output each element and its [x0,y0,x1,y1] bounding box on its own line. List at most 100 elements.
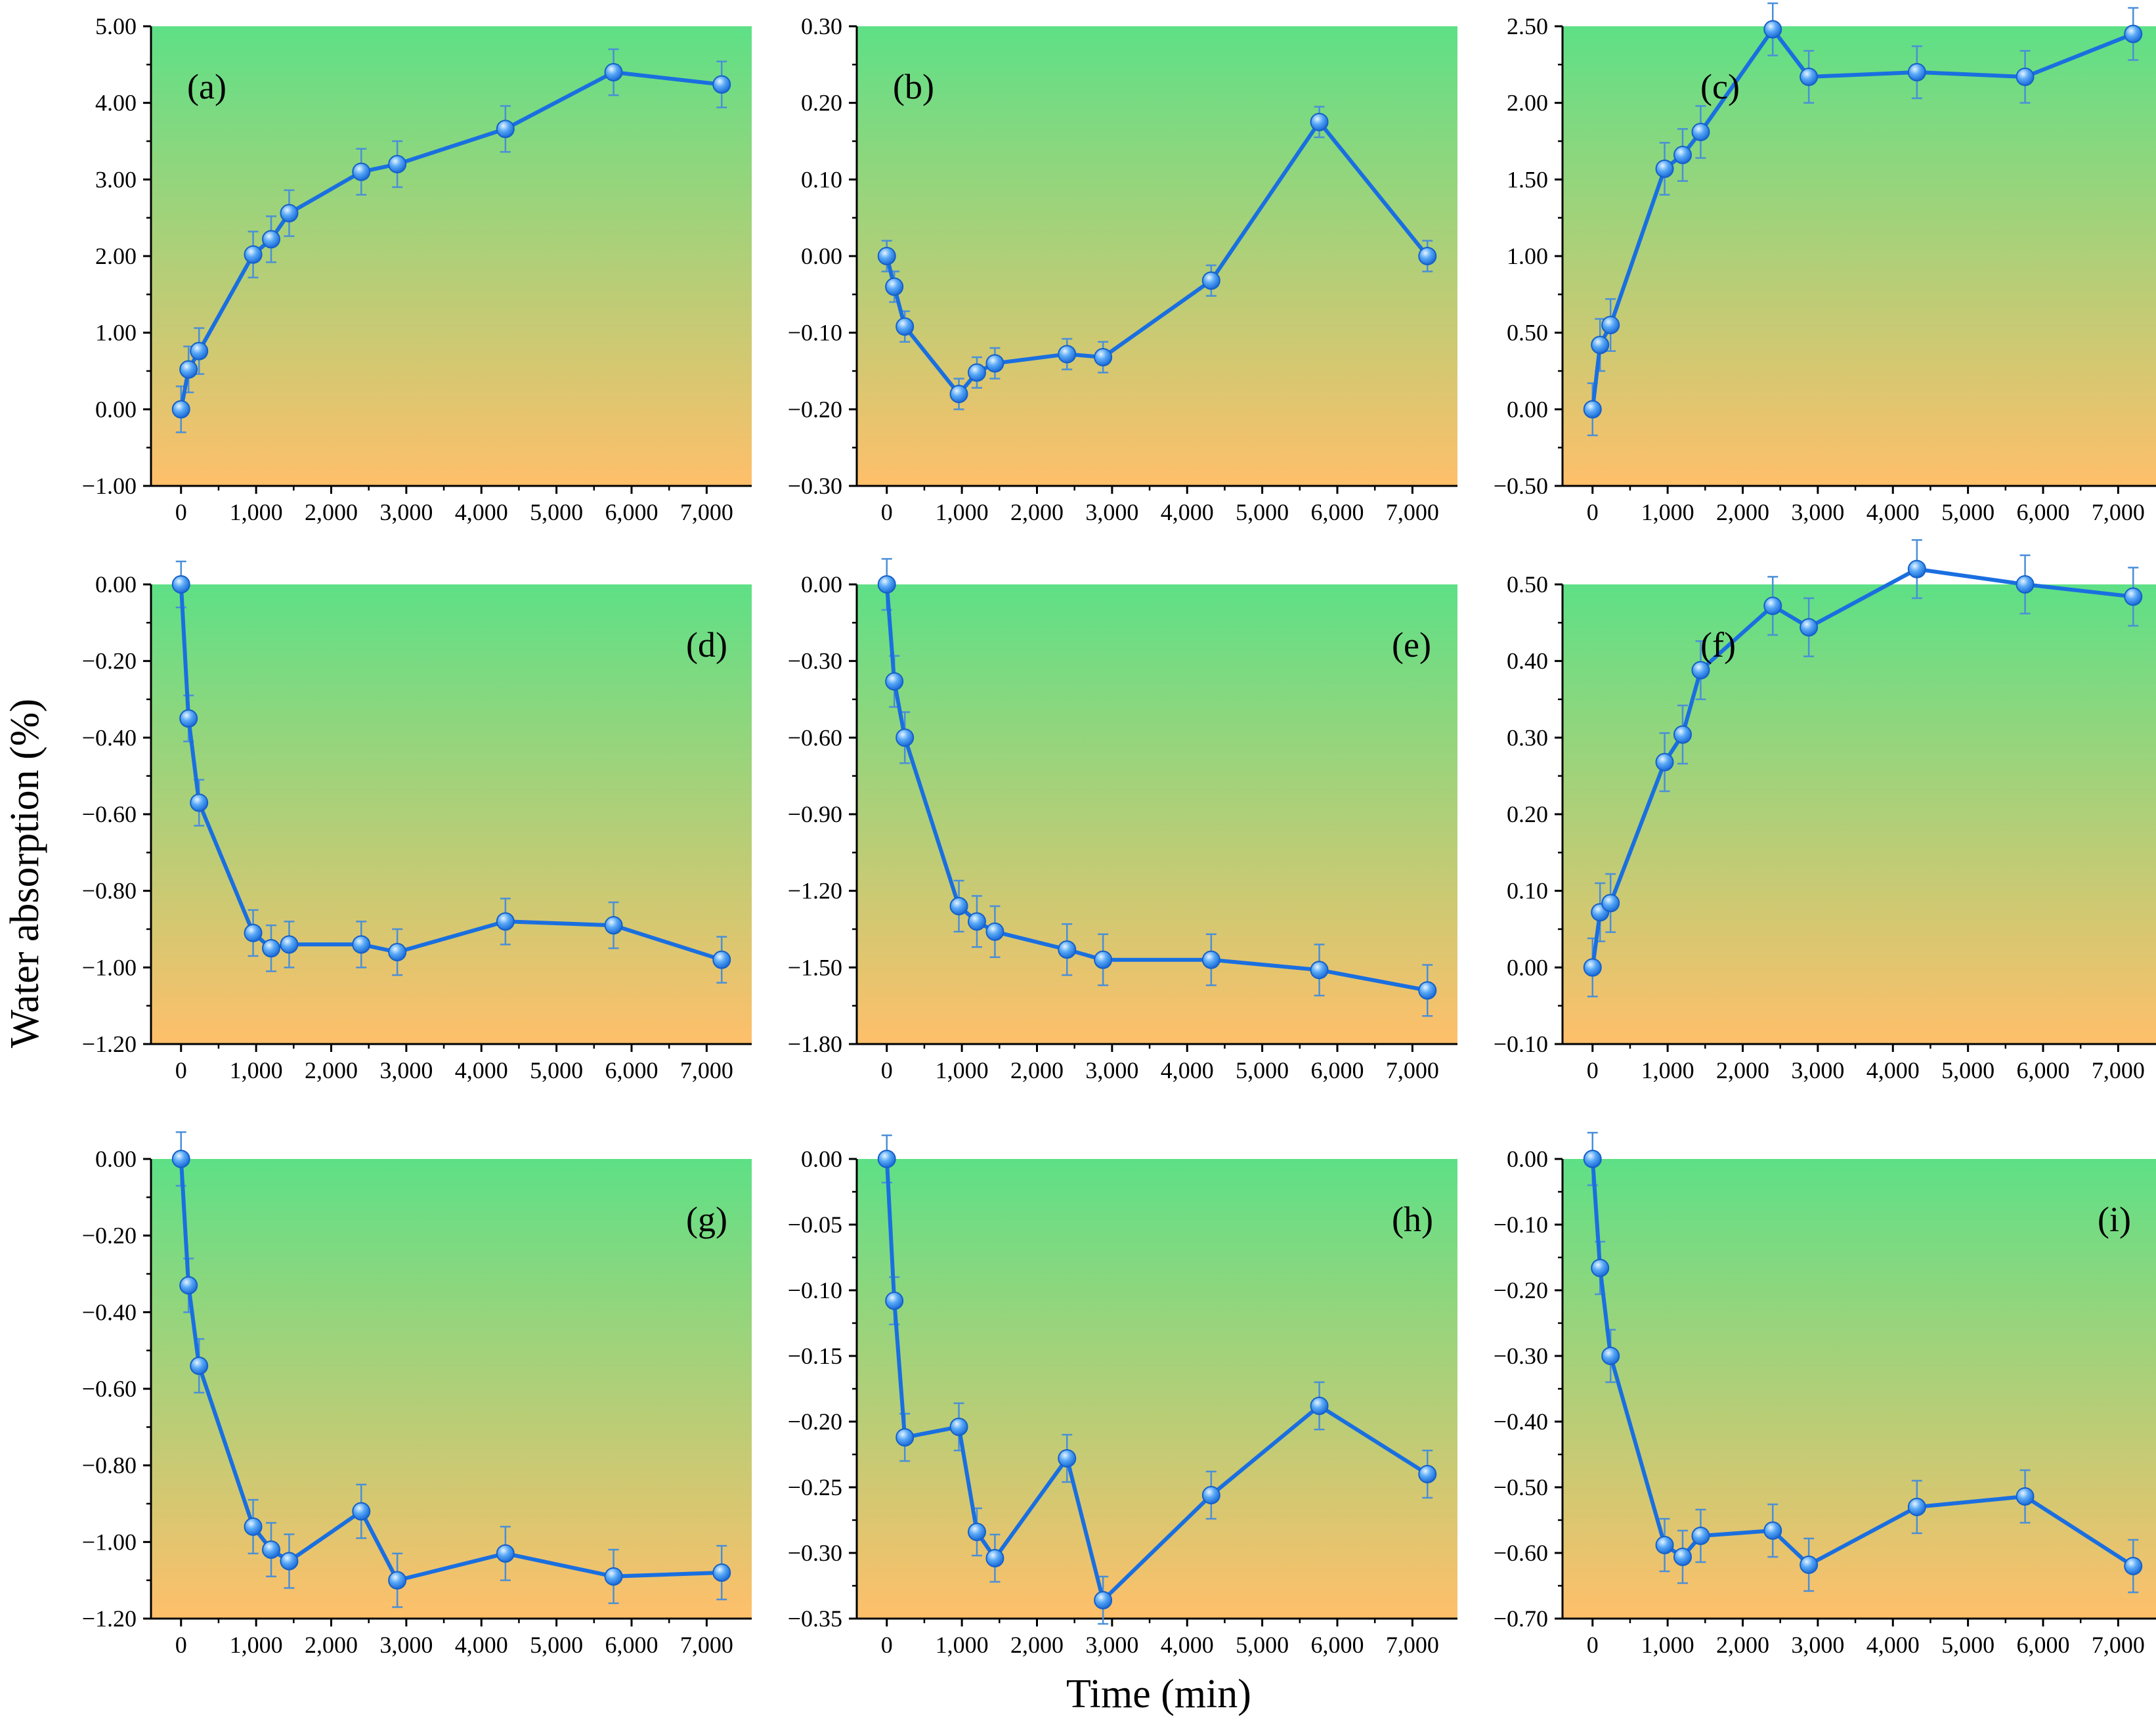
data-point [190,341,209,360]
x-tick-label: 2,000 [1010,1057,1064,1083]
data-point [496,120,515,139]
data-point [1310,112,1329,131]
y-tick-label: −0.20 [788,396,842,422]
x-tick-label: 1,000 [1641,499,1694,525]
data-point [190,793,209,812]
y-tick-label: 5.00 [95,13,137,39]
data-point [2016,1487,2035,1506]
data-point [352,162,371,181]
x-tick-label: 4,000 [1161,1632,1214,1658]
data-point [1310,961,1329,980]
y-tick-label: 0.50 [1507,320,1548,346]
x-tick-label: 7,000 [680,1057,733,1083]
data-point [985,922,1004,941]
x-tick-label: 1,000 [230,499,283,525]
panel-e-background [857,584,1457,1044]
x-tick-label: 6,000 [1311,1057,1364,1083]
data-point [1601,1347,1620,1365]
y-tick-label: 1.00 [1507,243,1548,269]
data-point [1673,1548,1692,1566]
data-point [2124,1557,2143,1575]
x-tick-label: 0 [1587,1632,1599,1658]
x-tick-label: 6,000 [1311,499,1364,525]
y-tick-label: 2.00 [95,243,137,269]
data-point [1058,345,1077,364]
data-point [1094,950,1113,969]
data-point [1418,981,1437,1000]
y-tick-label: −0.60 [788,724,842,751]
data-point [895,728,915,747]
panel-label: (d) [686,625,727,665]
x-tick-label: 5,000 [530,499,583,525]
y-tick-label: −0.70 [1494,1605,1548,1632]
data-point [1418,247,1437,265]
x-tick-label: 1,000 [230,1057,283,1083]
x-tick-label: 4,000 [1161,499,1214,525]
data-point [1094,1591,1113,1609]
y-tick-label: −0.30 [788,648,842,674]
x-tick-label: 7,000 [680,499,733,525]
x-tick-label: 3,000 [1085,1632,1138,1658]
data-point [1601,894,1620,913]
panel-f: −0.10 0.00 0.10 0.20 0.30 0.40 0.50 0 1,000 2,000… [1494,539,2156,1083]
x-tick-label: 4,000 [455,1632,508,1658]
data-point [968,912,986,931]
panel-label: (g) [686,1200,727,1239]
x-tick-label: 6,000 [605,499,658,525]
panel-g: −1.20 −1.00 −0.80 −0.60 −0.40 −0.20 0.00 0 1,000… [82,1131,752,1658]
data-point [1691,661,1710,680]
y-tick-label: −0.80 [82,878,137,904]
y-axis-title: Water absorption (%) [3,699,47,1048]
data-point [1058,940,1077,959]
y-tick-label: −1.80 [788,1031,842,1057]
x-tick-label: 4,000 [1866,1632,1920,1658]
x-tick-label: 5,000 [1236,1632,1289,1658]
data-point [949,1418,968,1436]
x-tick-label: 3,000 [379,499,433,525]
data-point [244,923,263,942]
data-point [1601,316,1620,334]
panel-a-background [151,26,752,486]
y-tick-label: −0.20 [82,1223,137,1249]
y-tick-label: −0.60 [82,801,137,827]
data-point [1094,348,1113,366]
x-tick-label: 3,000 [1791,1632,1844,1658]
data-point [1691,1527,1710,1545]
x-tick-label: 5,000 [1236,1057,1289,1083]
x-tick-label: 0 [175,499,187,525]
x-tick-label: 1,000 [230,1632,283,1658]
data-point [179,360,198,379]
panel-d-background [151,584,752,1044]
x-tick-label: 4,000 [455,499,508,525]
data-point [1591,1259,1610,1277]
data-point [2016,575,2035,594]
panel-i: −0.70 −0.60 −0.50 −0.40 −0.30 −0.20 −0.10 0.00 0… [1494,1131,2156,1658]
x-tick-label: 7,000 [680,1632,733,1658]
data-point [712,75,731,94]
panel-label: (b) [893,67,934,106]
data-point [1591,336,1610,355]
data-point [2124,587,2143,606]
x-tick-label: 2,000 [305,1632,358,1658]
x-tick-label: 6,000 [2017,499,2070,525]
y-tick-label: −0.05 [788,1211,842,1238]
data-point [877,1150,896,1168]
x-tick-label: 5,000 [1941,1632,1994,1658]
data-point [1655,752,1674,772]
panel-label: (c) [1700,67,1740,106]
data-point [1418,1465,1437,1483]
data-point [1583,400,1602,419]
data-point [388,155,407,173]
y-tick-label: −0.10 [788,320,842,346]
data-point [1763,1521,1782,1540]
x-tick-label: 5,000 [1236,499,1289,525]
x-tick-label: 6,000 [2017,1632,2070,1658]
data-point [280,935,299,954]
y-tick-label: 0.00 [1507,954,1548,980]
x-tick-label: 7,000 [2092,1632,2145,1658]
y-tick-label: −0.20 [788,1408,842,1435]
x-tick-label: 5,000 [530,1057,583,1083]
y-tick-label: 0.00 [801,243,842,269]
y-tick-label: −0.35 [788,1605,842,1632]
x-tick-label: 6,000 [2017,1057,2070,1083]
